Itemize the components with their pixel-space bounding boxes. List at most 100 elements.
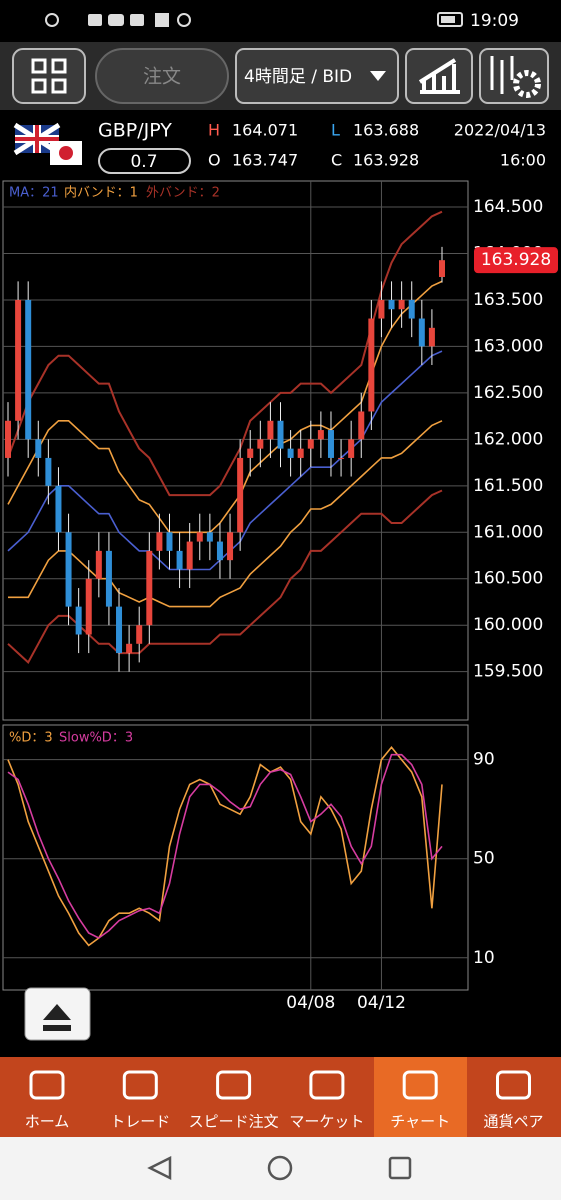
nav-icon xyxy=(496,1070,531,1100)
candle-body xyxy=(247,448,254,458)
candle-body xyxy=(398,299,405,310)
indicator-line xyxy=(7,753,443,939)
x-tick-label: 04/12 xyxy=(357,993,406,1013)
date: 2022/04/13 xyxy=(454,121,546,140)
nav-icon xyxy=(309,1070,345,1100)
candle-body xyxy=(439,260,445,277)
candle-body xyxy=(257,439,264,449)
high: 164.071 xyxy=(232,121,298,140)
indicator-line xyxy=(7,746,443,947)
jp-flag xyxy=(50,141,82,165)
candle-body xyxy=(45,457,52,486)
price-tag-label: 163.928 xyxy=(481,250,551,270)
y-tick-label: 160.000 xyxy=(473,615,543,635)
y-tick-label: 160.500 xyxy=(473,569,543,589)
order-button[interactable]: 注文 xyxy=(95,48,229,104)
high-label: H xyxy=(208,121,220,140)
price-tag xyxy=(474,247,558,274)
nav-tab[interactable]: ホーム xyxy=(25,1070,70,1131)
candle-body xyxy=(388,299,395,310)
candle-body xyxy=(418,318,425,347)
candle-body xyxy=(176,550,183,570)
time: 16:00 xyxy=(500,151,546,170)
nav-tab[interactable]: トレード xyxy=(110,1070,170,1131)
nav-label: マーケット xyxy=(289,1113,364,1131)
indicator-line xyxy=(7,350,443,571)
candle-body xyxy=(25,299,32,440)
candle-body xyxy=(65,532,72,607)
candle-body xyxy=(75,606,82,635)
nav-tab[interactable]: マーケット xyxy=(289,1070,364,1131)
menu-button[interactable] xyxy=(12,48,86,104)
candle-body xyxy=(287,448,294,458)
low-label: L xyxy=(331,121,340,140)
home-button[interactable] xyxy=(267,1155,293,1181)
candle-body xyxy=(126,643,133,654)
candle-body xyxy=(408,299,415,319)
candle-body xyxy=(206,532,213,542)
candle-body xyxy=(277,420,284,449)
nav-label: スピード注文 xyxy=(189,1113,279,1131)
eject-button[interactable] xyxy=(24,987,91,1041)
open: 163.747 xyxy=(232,151,298,170)
indicator-line xyxy=(8,420,443,608)
open-label: O xyxy=(208,151,221,170)
candle-body xyxy=(237,457,244,533)
candle-body xyxy=(116,606,123,654)
y-tick-label: 159.500 xyxy=(473,662,543,682)
nav-label: ホーム xyxy=(25,1113,70,1131)
y-tick-label: 162.500 xyxy=(473,383,543,403)
nav-tab[interactable]: 通貨ペア xyxy=(483,1070,544,1131)
timeframe-button[interactable]: 4時間足 / BID xyxy=(235,48,399,104)
nav-label: トレード xyxy=(110,1113,170,1131)
settings-button[interactable] xyxy=(479,48,549,104)
candle-body xyxy=(196,532,203,542)
recent-button[interactable] xyxy=(388,1156,412,1180)
y-tick-label: 50 xyxy=(473,849,495,869)
candle-body xyxy=(317,430,324,440)
candle-body xyxy=(55,485,62,533)
close: 163.928 xyxy=(353,151,419,170)
y-tick-label: 90 xyxy=(473,750,495,770)
candle-body xyxy=(146,550,153,626)
chart-type-button[interactable] xyxy=(405,48,473,104)
nav-tab[interactable]: チャート xyxy=(390,1070,450,1131)
candle-body xyxy=(85,578,92,635)
candle-body xyxy=(5,420,11,458)
y-tick-label: 162.000 xyxy=(473,429,543,449)
nav-tab[interactable]: スピード注文 xyxy=(189,1070,279,1131)
candle-body xyxy=(227,532,234,561)
candle-body xyxy=(267,420,274,440)
nav-icon xyxy=(29,1070,65,1100)
candle-body xyxy=(297,448,304,458)
candle-body xyxy=(166,532,173,551)
system-nav xyxy=(0,1137,561,1200)
y-tick-label: 163.000 xyxy=(473,336,543,356)
legend-slow-d: Slow%D：3 xyxy=(59,731,133,746)
close-label: C xyxy=(331,151,342,170)
nav-label: 通貨ペア xyxy=(483,1113,543,1131)
back-button[interactable] xyxy=(147,1155,172,1181)
candle-body xyxy=(15,299,22,421)
pair: GBP/JPY xyxy=(98,120,172,142)
legend-inner: 内バンド：1 xyxy=(64,185,138,201)
y-tick-label: 163.500 xyxy=(473,290,543,310)
spread-box xyxy=(98,148,191,174)
candle-body xyxy=(186,541,193,570)
legend-d: %D：3 xyxy=(9,731,53,746)
spread: 0.7 xyxy=(130,152,157,172)
candle-body xyxy=(327,430,334,458)
stoch-frame xyxy=(2,724,469,991)
nav-icon xyxy=(402,1070,438,1100)
candle-body xyxy=(35,439,42,458)
y-tick-label: 161.500 xyxy=(473,476,543,496)
candle-body xyxy=(136,625,143,644)
nav-icon xyxy=(216,1070,252,1100)
y-tick-label: 161.000 xyxy=(473,522,543,542)
x-tick-label: 04/08 xyxy=(286,993,335,1013)
order-label: 注文 xyxy=(143,66,181,88)
timeframe-label: 4時間足 / BID xyxy=(244,67,352,87)
candle-body xyxy=(378,299,385,319)
status-time: 19:09 xyxy=(470,11,519,31)
